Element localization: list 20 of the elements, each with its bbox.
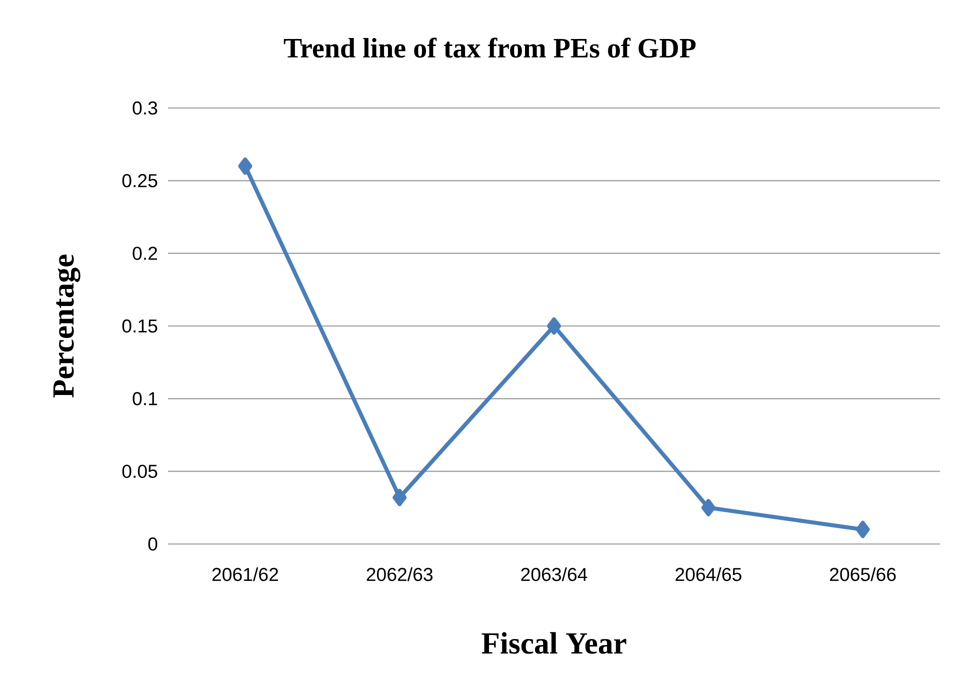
point	[238, 157, 252, 175]
x-axis-title: Fiscal Year	[482, 632, 626, 654]
y-tick-label: 0.05	[122, 464, 158, 478]
chart-title: Trend line of tax from PEs of GDP	[284, 38, 696, 58]
x-tick-label: 2065/66	[830, 567, 896, 582]
point	[392, 488, 407, 506]
x-tick-label: 2061/62	[212, 567, 278, 582]
x-tick-label: 2063/64	[521, 567, 588, 582]
y-tick-label: 0.15	[122, 319, 158, 333]
y-tick-label: 0.1	[132, 392, 158, 406]
x-tick-label: 2064/65	[676, 567, 742, 582]
y-tick-label: 0.3	[132, 101, 158, 115]
y-tick-label: 0	[148, 537, 158, 551]
point	[856, 520, 870, 538]
y-tick-label: 0.2	[132, 246, 158, 260]
y-axis-title: Percentage	[53, 254, 80, 398]
y-tick-label: 0.25	[122, 174, 158, 188]
point	[547, 317, 562, 335]
point	[701, 499, 716, 516]
x-tick-label: 2062/63	[366, 567, 433, 582]
